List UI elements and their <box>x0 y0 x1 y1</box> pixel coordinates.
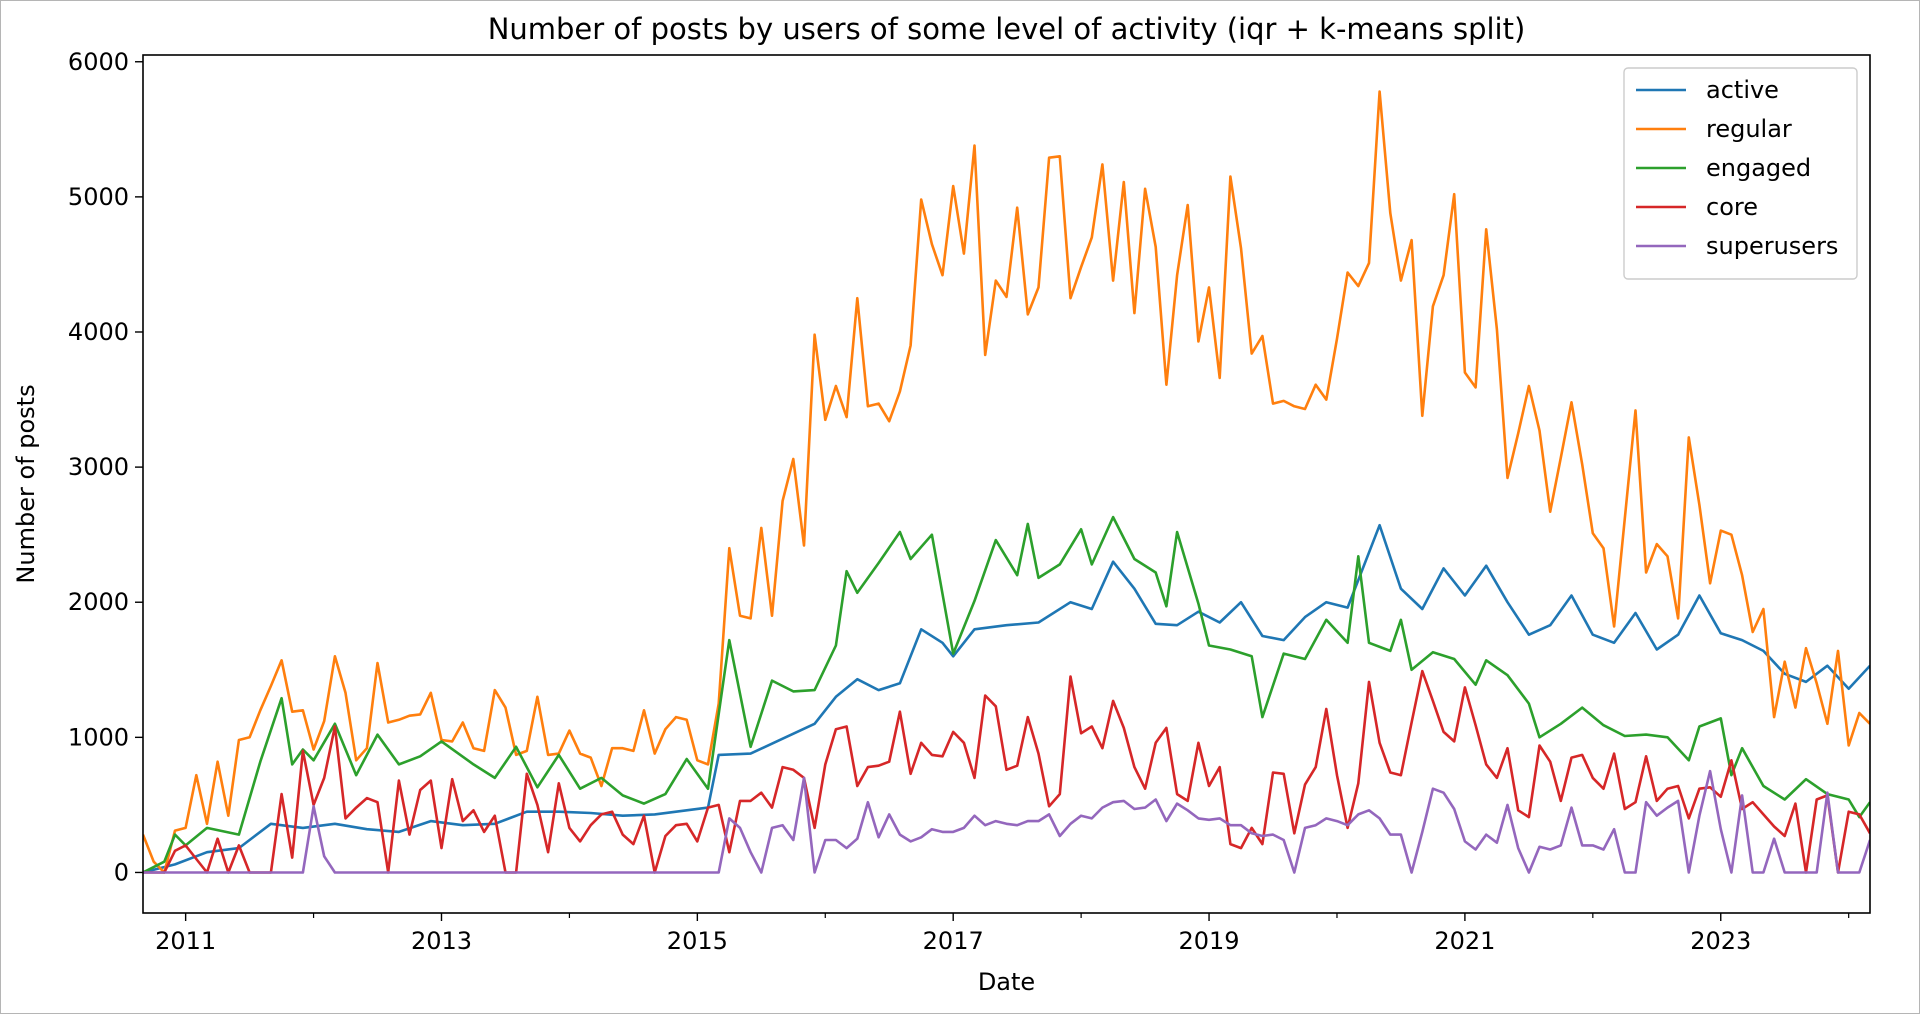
legend-label-engaged: engaged <box>1706 154 1811 182</box>
legend-label-regular: regular <box>1706 115 1792 143</box>
x-tick-label: 2013 <box>411 927 472 955</box>
legend-label-superusers: superusers <box>1706 232 1838 260</box>
legend: active regular engaged core superusers <box>1623 67 1858 280</box>
x-tick-label: 2021 <box>1434 927 1495 955</box>
y-tick-label: 0 <box>114 858 129 886</box>
x-tick-label: 2023 <box>1690 927 1751 955</box>
legend-box <box>1623 67 1858 280</box>
series-line-superusers <box>143 769 1870 874</box>
x-tick-label: 2011 <box>155 927 216 955</box>
plot-area: 0 1000 2000 3000 4000 5000 6000 2011 2013 2015 201… <box>68 48 1871 955</box>
x-tick-label: 2015 <box>667 927 728 955</box>
y-axis-label: Number of posts <box>12 384 40 583</box>
series-line-engaged <box>143 515 1870 874</box>
y-tick-label: 1000 <box>68 723 129 751</box>
y-tick-label: 5000 <box>68 183 129 211</box>
y-tick-label: 4000 <box>68 318 129 346</box>
y-tick-label: 2000 <box>68 588 129 616</box>
legend-label-core: core <box>1706 193 1758 221</box>
y-tick-label: 3000 <box>68 453 129 481</box>
series-line-core <box>143 669 1870 874</box>
x-tick-label: 2019 <box>1179 927 1240 955</box>
x-axis-label: Date <box>978 968 1035 996</box>
y-tick-label: 6000 <box>68 48 129 76</box>
series-line-regular <box>143 90 1870 874</box>
chart-title: Number of posts by users of some level o… <box>488 12 1526 46</box>
legend-label-active: active <box>1706 76 1779 104</box>
series-line-active <box>143 523 1870 874</box>
x-tick-label: 2017 <box>923 927 984 955</box>
axes-frame <box>142 54 1871 914</box>
